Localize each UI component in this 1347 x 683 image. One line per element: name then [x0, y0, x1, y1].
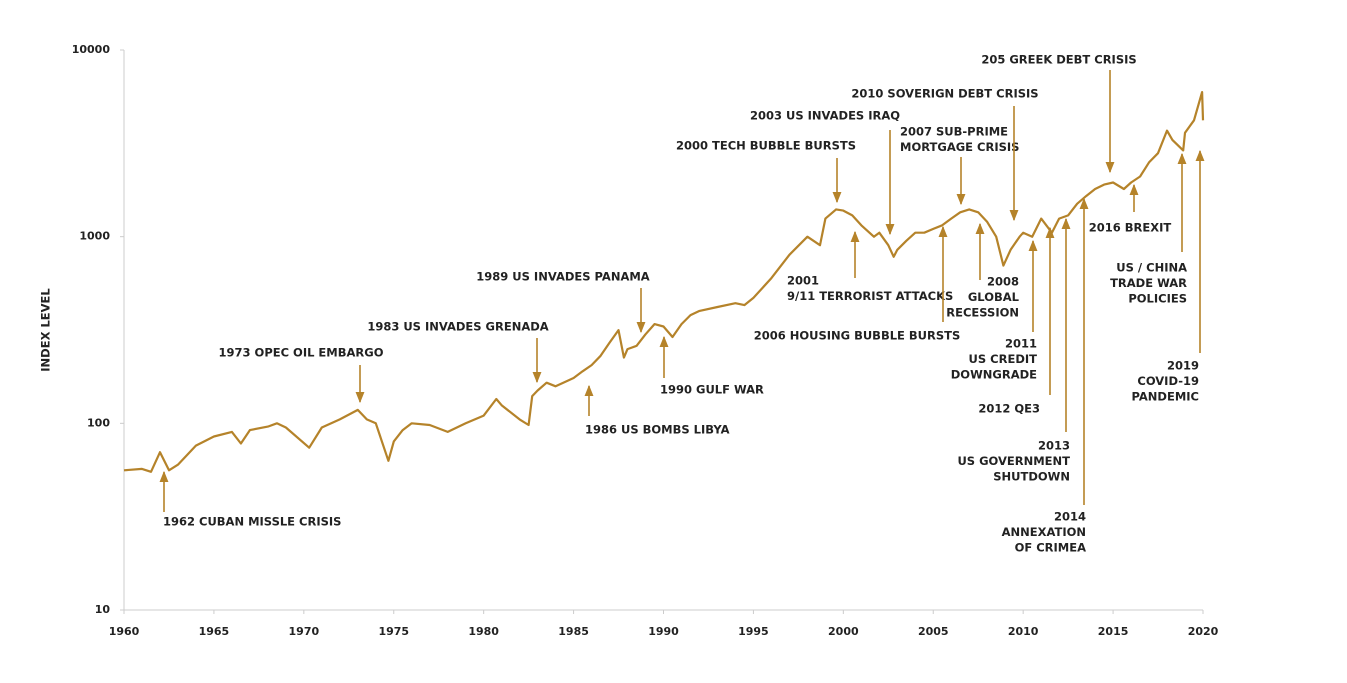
annotation-text: 2001	[787, 274, 819, 288]
annotation-text: DOWNGRADE	[951, 368, 1037, 382]
annotation-text: GLOBAL	[968, 290, 1020, 304]
x-tick-label: 1995	[738, 625, 769, 638]
annotation-text: US CREDIT	[969, 352, 1038, 366]
annotation-text: RECESSION	[946, 306, 1019, 320]
y-tick-label: 1000	[79, 230, 110, 243]
annotation-text: 2013	[1038, 439, 1070, 453]
x-tick-label: 1970	[289, 625, 320, 638]
annotation-text: 1986 US BOMBS LIBYA	[585, 423, 730, 437]
annotation-text: OF CRIMEA	[1015, 541, 1087, 555]
annotation-text: 2011	[1005, 337, 1037, 351]
annotation-text: 2003 US INVADES IRAQ	[750, 109, 900, 123]
annotation-text: PANDEMIC	[1132, 390, 1199, 404]
annotation-text: 2010 SOVERIGN DEBT CRISIS	[851, 87, 1038, 101]
annotation-text: MORTGAGE CRISIS	[900, 140, 1019, 154]
x-tick-label: 2020	[1188, 625, 1219, 638]
annotation-text: 205 GREEK DEBT CRISIS	[981, 53, 1136, 67]
x-tick-label: 1980	[468, 625, 499, 638]
x-tick-label: 1990	[648, 625, 679, 638]
annotation-text: US GOVERNMENT	[957, 454, 1070, 468]
annotation-text: 1973 OPEC OIL EMBARGO	[219, 346, 384, 360]
x-tick-label: 1985	[558, 625, 589, 638]
x-tick-label: 1975	[378, 625, 409, 638]
y-tick-label: 10000	[72, 43, 111, 56]
annotation-text: 2019	[1167, 359, 1199, 373]
annotation-text: TRADE WAR	[1110, 276, 1187, 290]
annotation-text: 9/11 TERRORIST ATTACKS	[787, 289, 953, 303]
annotation-text: 1962 CUBAN MISSLE CRISIS	[163, 515, 341, 529]
annotation-text: 1989 US INVADES PANAMA	[476, 270, 649, 284]
y-tick-label: 100	[87, 416, 110, 429]
x-tick-label: 1960	[109, 625, 140, 638]
annotation-text: 2012 QE3	[978, 402, 1040, 416]
annotation-text: US / CHINA	[1116, 261, 1187, 275]
x-tick-label: 2015	[1098, 625, 1129, 638]
x-tick-label: 2010	[1008, 625, 1039, 638]
y-tick-label: 10	[95, 603, 111, 616]
annotation-text: 1983 US INVADES GRENADA	[367, 320, 548, 334]
y-axis-label: INDEX LEVEL	[39, 288, 53, 372]
annotation-text: COVID-19	[1137, 374, 1199, 388]
x-tick-label: 2005	[918, 625, 949, 638]
annotation-text: 2016 BREXIT	[1089, 221, 1172, 235]
annotation-text: 2008	[987, 275, 1019, 289]
annotation-text: 2006 HOUSING BUBBLE BURSTS	[754, 329, 961, 343]
annotation-text: ANNEXATION	[1002, 525, 1086, 539]
annotation-text: POLICIES	[1128, 292, 1187, 306]
annotation-text: 1990 GULF WAR	[660, 383, 764, 397]
x-tick-label: 1965	[199, 625, 230, 638]
index-line	[123, 91, 1205, 473]
annotation-text: 2000 TECH BUBBLE BURSTS	[676, 139, 856, 153]
x-tick-label: 2000	[828, 625, 859, 638]
annotation-text: 2007 SUB-PRIME	[900, 125, 1008, 139]
annotation-text: SHUTDOWN	[993, 470, 1070, 484]
annotation-text: 2014	[1054, 510, 1086, 524]
